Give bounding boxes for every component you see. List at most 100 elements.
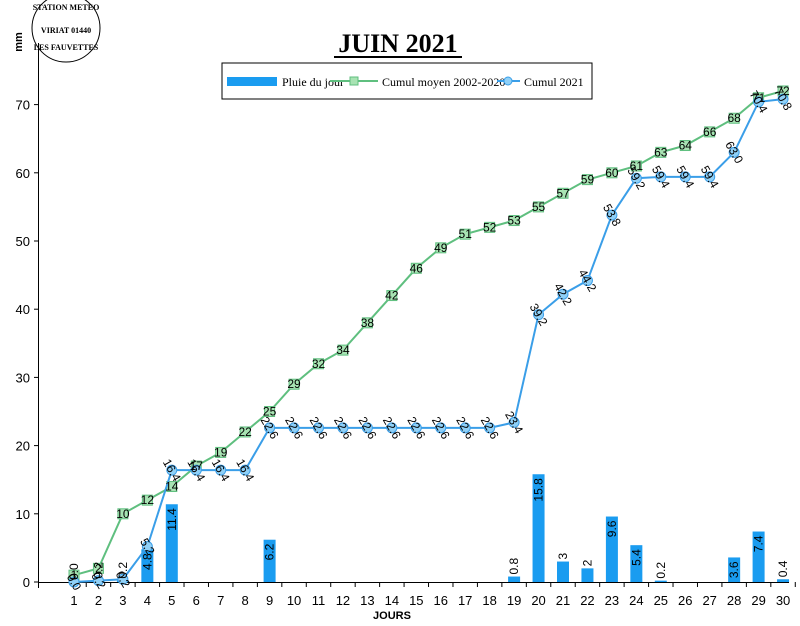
rain-data-label: 9.6 — [605, 520, 619, 537]
cum-point-day-7 — [215, 464, 227, 476]
cum-point-day-4 — [141, 541, 153, 553]
y-tick-label: 20 — [16, 439, 30, 454]
rain-data-label: 3.6 — [727, 561, 741, 578]
avg-point-day-22 — [581, 174, 593, 186]
x-tick-label: 24 — [629, 593, 643, 608]
cum-point-day-26 — [679, 171, 691, 183]
avg-point-day-9 — [264, 406, 276, 417]
avg-data-label: 68 — [727, 111, 741, 125]
cum-point-day-1 — [68, 576, 80, 588]
x-tick-label: 23 — [605, 593, 619, 608]
y-tick-label: 60 — [16, 166, 30, 181]
x-tick-label: 18 — [482, 593, 496, 608]
stamp-line-1: STATION METEO — [33, 3, 100, 12]
cum-point-day-27 — [704, 171, 716, 183]
cum-data-label: 59.2 — [624, 165, 648, 193]
cum-point-day-14 — [386, 422, 398, 434]
x-tick-label: 25 — [654, 593, 668, 608]
avg-point-day-20 — [533, 201, 545, 213]
x-tick-label: 26 — [678, 593, 692, 608]
avg-point-day-10 — [288, 378, 300, 390]
avg-data-label: 17 — [190, 459, 204, 473]
cum-point-day-22 — [581, 275, 593, 287]
rain-data-label: 0.8 — [507, 558, 521, 575]
station-stamp-logo: STATION METEO VIRIAT 01440 LES FAUVETTES — [31, 0, 101, 63]
legend-cum-label: Cumul 2021 — [524, 75, 584, 89]
avg-data-label: 61 — [630, 159, 644, 173]
rain-bar-day-25 — [654, 580, 667, 582]
rain-data-label: 0.2 — [654, 562, 668, 579]
rain-data-label: 0.2 — [91, 562, 105, 579]
x-tick-label: 6 — [193, 593, 200, 608]
rain-data-label: 7.4 — [752, 535, 766, 552]
avg-data-label: 55 — [532, 200, 546, 214]
cum-point-day-20 — [533, 309, 545, 321]
x-tick-label: 1 — [70, 593, 77, 608]
rain-bar-day-20 — [532, 474, 545, 582]
avg-point-day-4 — [141, 494, 153, 506]
avg-point-day-13 — [361, 317, 373, 329]
rain-data-label: 0.0 — [67, 563, 81, 580]
avg-point-day-3 — [117, 508, 129, 520]
cum-point-day-29 — [753, 96, 765, 108]
avg-point-day-17 — [459, 228, 471, 240]
legend-cum-marker — [503, 76, 513, 86]
avg-cumulative-line — [73, 89, 784, 577]
x-tick-label: 4 — [144, 593, 151, 608]
cum-point-day-16 — [435, 422, 447, 434]
avg-data-label: 29 — [287, 377, 301, 391]
avg-point-day-19 — [508, 215, 520, 227]
rain-data-label: 2 — [580, 559, 594, 566]
legend-avg-marker — [349, 76, 359, 86]
x-tick-label: 17 — [458, 593, 472, 608]
avg-point-day-23 — [606, 167, 618, 179]
y-tick-label: 30 — [16, 370, 30, 385]
cum-point-day-6 — [190, 464, 202, 476]
legend-avg-label: Cumul moyen 2002-2020 — [382, 75, 505, 89]
avg-point-day-15 — [410, 262, 422, 274]
avg-data-label: 66 — [703, 125, 717, 139]
y-tick-label: 0 — [23, 575, 30, 590]
avg-point-day-14 — [386, 290, 398, 302]
x-tick-label: 8 — [242, 593, 249, 608]
x-axis-label: JOURS — [373, 610, 411, 622]
rain-data-label: 15.8 — [532, 478, 546, 502]
cum-point-day-15 — [410, 422, 422, 434]
x-tick-label: 14 — [385, 593, 399, 608]
rain-data-label: 5.4 — [629, 549, 643, 566]
rain-data-label: 0.4 — [776, 560, 790, 577]
avg-point-day-27 — [704, 126, 716, 138]
rain-bar-day-22 — [581, 568, 594, 582]
avg-point-day-28 — [728, 112, 740, 124]
x-tick-label: 9 — [266, 593, 273, 608]
rain-bar-day-24 — [630, 545, 643, 582]
cum-point-day-10 — [288, 422, 300, 434]
cum-data-label: 22.6 — [258, 414, 282, 442]
avg-point-day-24 — [630, 160, 642, 172]
cum-point-day-30 — [777, 93, 789, 105]
legend-rain-swatch — [227, 77, 277, 86]
avg-point-day-12 — [337, 344, 349, 356]
cum-point-day-8 — [239, 464, 251, 476]
cum-data-label: 42.2 — [551, 281, 575, 309]
cum-point-day-28 — [728, 146, 740, 158]
avg-data-label: 2 — [95, 561, 102, 575]
cum-point-day-13 — [361, 422, 373, 434]
x-tick-label: 22 — [580, 593, 594, 608]
rain-bar-day-19 — [508, 576, 521, 582]
cum-data-label: 39.2 — [527, 301, 551, 329]
cum-point-day-18 — [484, 422, 496, 434]
cum-data-label: 63.0 — [722, 139, 746, 167]
x-tick-label: 15 — [409, 593, 423, 608]
x-tick-label: 3 — [119, 593, 126, 608]
chart-title: JUIN 2021 — [338, 29, 457, 58]
cum-data-label: 44.2 — [576, 267, 600, 295]
legend: Pluie du jour Cumul moyen 2002-2020 Cumu… — [221, 62, 593, 100]
rain-data-label: 11.4 — [165, 508, 179, 531]
x-tick-label: 16 — [434, 593, 448, 608]
stamp-line-2: VIRIAT 01440 — [41, 26, 91, 35]
y-tick-label: 70 — [16, 98, 30, 113]
avg-data-label: 46 — [410, 261, 424, 275]
avg-point-day-18 — [484, 221, 496, 233]
y-tick-label: 40 — [16, 302, 30, 317]
